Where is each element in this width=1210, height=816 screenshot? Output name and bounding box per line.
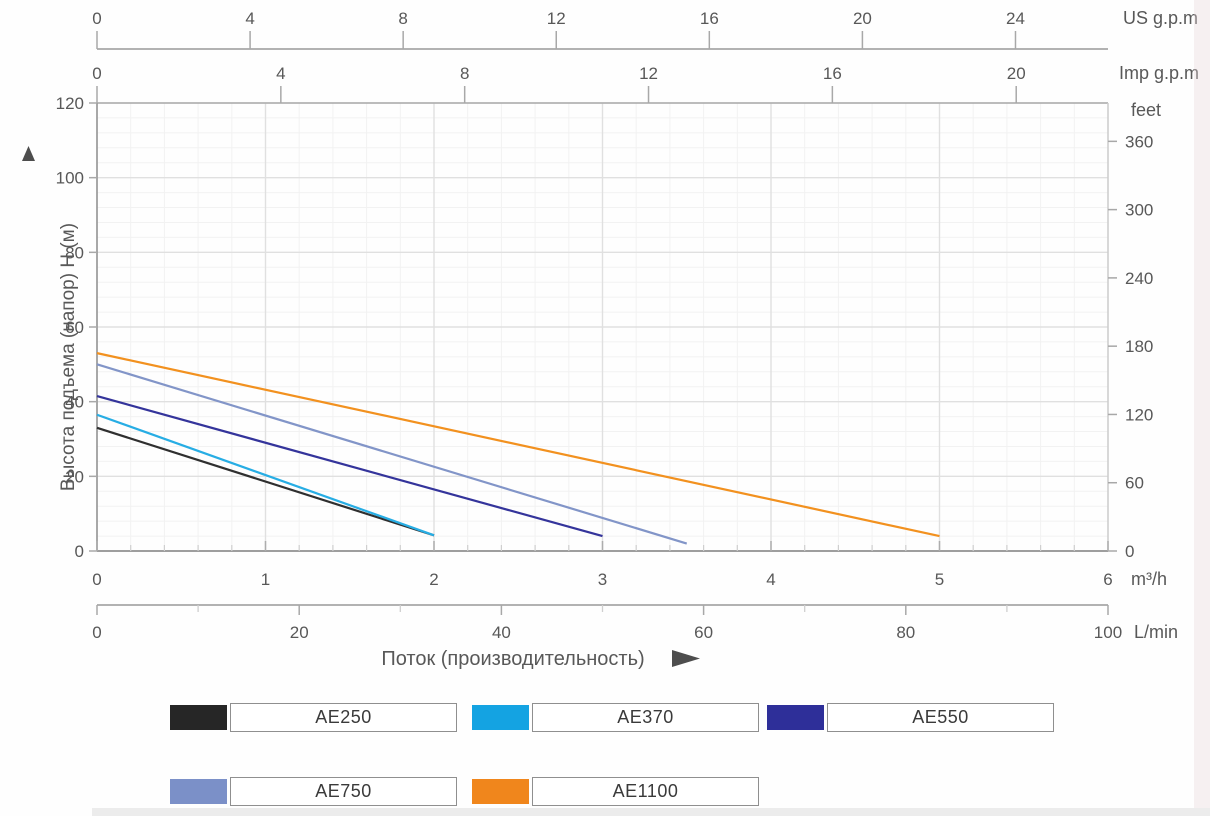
feet-unit-label: feet — [1131, 100, 1161, 120]
legend-swatch-ae550 — [767, 705, 824, 730]
us-gpm-tick-label: 4 — [245, 9, 254, 28]
flow-axis-title: Поток (производительность) — [381, 648, 644, 670]
legend-label-ae550: AE550 — [912, 707, 969, 727]
m3h-tick-label: 0 — [92, 570, 101, 589]
m3h-tick-label: 3 — [598, 570, 607, 589]
series-line-ae250 — [96, 426, 435, 537]
legend-swatch-ae250 — [170, 705, 227, 730]
head-m-tick-label: 0 — [75, 542, 84, 561]
legend-box-ae750: AE750 — [230, 777, 457, 806]
legend-label-ae250: AE250 — [315, 707, 372, 727]
legend-box-ae550: AE550 — [827, 703, 1054, 732]
imp-gpm-tick-label: 4 — [276, 64, 285, 83]
us-gpm-tick-label: 8 — [398, 9, 407, 28]
feet-tick-label: 240 — [1125, 269, 1153, 288]
series-line-ae1100 — [96, 352, 940, 538]
m3h-tick-label: 2 — [429, 570, 438, 589]
chart-canvas: 0 4 8 12 16 20 24 US g.p.m0 4 8 12 16 20 Imp g.p.m020… — [22, 8, 1199, 670]
imp-gpm-unit-label: Imp g.p.m — [1119, 63, 1199, 83]
imp-gpm-tick-label: 0 — [92, 64, 101, 83]
legend-swatch-ae750 — [170, 779, 227, 804]
us-gpm-tick-label: 20 — [853, 9, 872, 28]
flow-direction-arrow-icon — [672, 650, 700, 667]
series-line-ae550 — [96, 395, 603, 538]
us-gpm-unit-label: US g.p.m — [1123, 8, 1198, 28]
bottom-edge-shade — [92, 808, 1210, 816]
imp-gpm-tick-label: 16 — [823, 64, 842, 83]
lmin-unit-label: L/min — [1134, 622, 1178, 642]
us-gpm-tick-label: 0 — [92, 9, 101, 28]
series-line-ae750 — [96, 363, 688, 545]
lmin-tick-label: 0 — [92, 623, 101, 642]
imp-gpm-tick-label: 8 — [460, 64, 469, 83]
imp-gpm-tick-label: 20 — [1007, 64, 1026, 83]
legend-label-ae750: AE750 — [315, 781, 372, 801]
head-axis-title: Высота подъема (напор) H (м) — [58, 223, 79, 491]
feet-tick-label: 120 — [1125, 405, 1153, 424]
head-m-tick-label: 120 — [56, 94, 84, 113]
legend-box-ae1100: AE1100 — [532, 777, 759, 806]
right-edge-shade — [1194, 0, 1210, 816]
lmin-tick-label: 80 — [896, 623, 915, 642]
us-gpm-tick-label: 12 — [547, 9, 566, 28]
feet-tick-label: 60 — [1125, 474, 1144, 493]
legend-label-ae1100: AE1100 — [612, 781, 679, 801]
legend-swatch-ae370 — [472, 705, 529, 730]
lmin-tick-label: 20 — [290, 623, 309, 642]
feet-tick-label: 300 — [1125, 201, 1153, 220]
lmin-tick-label: 40 — [492, 623, 511, 642]
m3h-tick-label: 6 — [1103, 570, 1112, 589]
m3h-tick-label: 4 — [766, 570, 775, 589]
head-m-tick-label: 60 — [65, 318, 84, 337]
legend-label-ae370: AE370 — [617, 707, 674, 727]
head-m-tick-label: 100 — [56, 169, 84, 188]
head-direction-arrow-icon — [22, 146, 35, 161]
imp-gpm-tick-label: 12 — [639, 64, 658, 83]
legend-box-ae370: AE370 — [532, 703, 759, 732]
m3h-tick-label: 1 — [261, 570, 270, 589]
us-gpm-tick-label: 16 — [700, 9, 719, 28]
m3h-unit-label: m³/h — [1131, 569, 1167, 589]
lmin-tick-label: 60 — [694, 623, 713, 642]
series-line-ae370 — [96, 413, 435, 537]
feet-tick-label: 360 — [1125, 132, 1153, 151]
legend-box-ae250: AE250 — [230, 703, 457, 732]
us-gpm-tick-label: 24 — [1006, 9, 1025, 28]
m3h-tick-label: 5 — [935, 570, 944, 589]
head-m-tick-label: 20 — [65, 467, 84, 486]
head-m-tick-label: 80 — [65, 243, 84, 262]
feet-tick-label: 0 — [1125, 542, 1134, 561]
legend-swatch-ae1100 — [472, 779, 529, 804]
lmin-tick-label: 100 — [1094, 623, 1122, 642]
head-m-tick-label: 40 — [65, 393, 84, 412]
feet-tick-label: 180 — [1125, 337, 1153, 356]
